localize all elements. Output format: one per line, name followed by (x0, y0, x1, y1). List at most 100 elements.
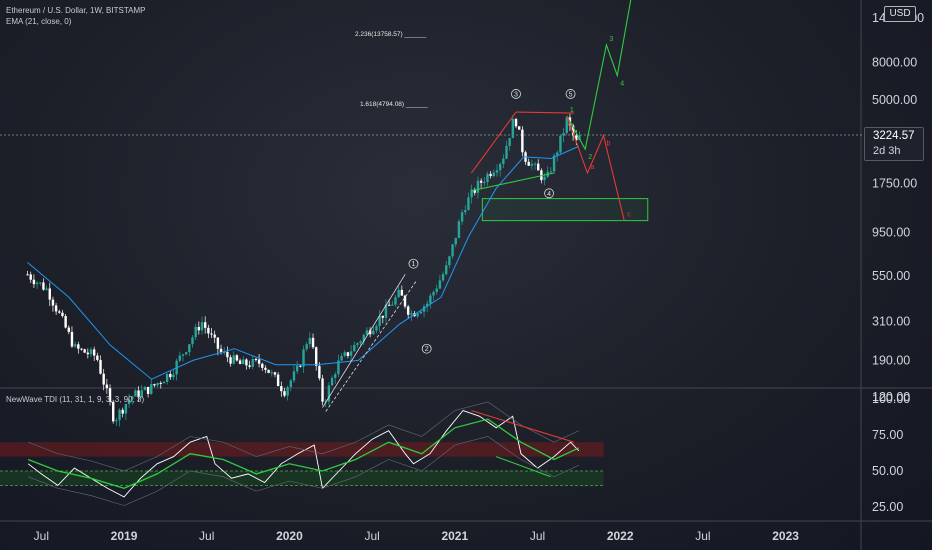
candle-body (77, 344, 80, 349)
time-axis-tick: 2023 (772, 529, 799, 543)
candle-body (238, 360, 242, 365)
candle-body (571, 125, 575, 136)
candle-body (394, 297, 397, 305)
wave-label: 3 (514, 91, 518, 98)
candle-body (543, 176, 546, 181)
candle-body (73, 344, 77, 347)
candle-body (334, 374, 337, 378)
candle-body (223, 351, 226, 353)
tdi-oversold-band (0, 471, 604, 486)
candle-body (191, 337, 194, 345)
candle-body (419, 311, 423, 314)
wave-label-circle (408, 258, 419, 269)
candle-body (483, 182, 486, 184)
bull-projection-label: 3 (609, 36, 613, 43)
price-axis-tick: 1750.00 (872, 177, 917, 191)
time-axis-tick: Jul (530, 529, 545, 543)
ema-line (27, 145, 580, 380)
candle-body (280, 386, 283, 392)
candle-body (422, 306, 426, 312)
candle-body (530, 164, 534, 166)
candle-body (131, 396, 134, 400)
time-axis-tick: Jul (34, 529, 49, 543)
wave-label-circle (565, 89, 576, 99)
candle-body (181, 354, 185, 356)
candle-body (426, 303, 429, 307)
tdi-indicator-label[interactable]: NewWave TDI (11, 31, 1, 9, 3, 3, 90, 3) (6, 395, 145, 404)
candle-body (473, 189, 476, 193)
tdi-axis-tick: 75.00 (872, 428, 903, 442)
candle-body (552, 155, 556, 172)
candle-body (197, 326, 201, 331)
candle-body (153, 384, 156, 386)
candle-body (127, 399, 131, 405)
price-axis-tick: 120.00 (872, 390, 910, 404)
candle-body (61, 312, 64, 317)
candle-body (96, 355, 99, 360)
candle-body (429, 295, 432, 304)
tdi-axis-tick: 25.00 (872, 500, 903, 514)
candle-body (207, 327, 210, 334)
tdi-rsi-line (27, 409, 580, 498)
candle-body (445, 265, 448, 275)
price-axis-tick: 550.00 (872, 269, 910, 283)
candle-body (172, 374, 175, 378)
wedge-resistance-line (470, 111, 517, 174)
candle-body (302, 349, 305, 367)
current-price-value: 3224.57 (873, 130, 915, 142)
candle-body (321, 378, 324, 402)
candle-body (105, 384, 109, 389)
tdi-signal-line (27, 418, 580, 489)
candle-body (26, 274, 29, 276)
bar-countdown: 2d 3h (873, 145, 901, 157)
candle-body (368, 330, 372, 335)
candle-body (200, 322, 204, 331)
candle-body (292, 371, 296, 381)
candle-body (295, 365, 299, 372)
candle-body (337, 360, 340, 375)
ema-indicator-label[interactable]: EMA (21, close, 0) (6, 17, 72, 26)
candle-body (86, 352, 90, 355)
wave-label: 5 (569, 91, 573, 98)
time-axis-tick: Jul (199, 529, 214, 543)
candle-body (403, 295, 407, 307)
candle-body (159, 382, 162, 384)
candle-body (124, 404, 128, 414)
bull-projection-label: 1 (570, 107, 574, 114)
candle-body (150, 384, 153, 394)
candle-body (556, 152, 559, 156)
candle-body (251, 359, 254, 367)
candle-body (229, 357, 232, 364)
bull-projection-path (566, 0, 632, 151)
bear-projection-label: c (627, 212, 631, 219)
candle-body (273, 372, 277, 375)
candle-body (372, 330, 375, 335)
candle-body (362, 334, 365, 342)
candle-body (381, 315, 385, 318)
wave-label-circle (544, 188, 554, 199)
price-axis-tick: 950.00 (872, 225, 910, 239)
wave-label: 2 (425, 346, 429, 353)
candle-body (89, 349, 93, 355)
candle-body (527, 161, 530, 166)
candle-body (146, 386, 150, 394)
candle-body (495, 170, 499, 173)
candle-body (438, 280, 442, 289)
tdi-bearish-divergence (471, 409, 575, 443)
candle-body (502, 158, 505, 164)
support-line (471, 172, 555, 192)
candle-body (511, 119, 515, 139)
candle-body (188, 344, 191, 353)
candle-body (162, 381, 166, 384)
time-axis-tick: 2021 (441, 529, 468, 543)
currency-badge[interactable]: USD (884, 6, 916, 22)
candle-body (232, 355, 235, 364)
candle-body (203, 322, 207, 328)
price-axis-tick: 190.00 (872, 353, 910, 367)
symbol-title[interactable]: Ethereum / U.S. Dollar, 1W, BITSTAMP (6, 6, 146, 15)
candle-body (121, 409, 124, 414)
candle-body (42, 282, 45, 290)
candle-body (235, 355, 239, 361)
candle-body (410, 313, 413, 315)
